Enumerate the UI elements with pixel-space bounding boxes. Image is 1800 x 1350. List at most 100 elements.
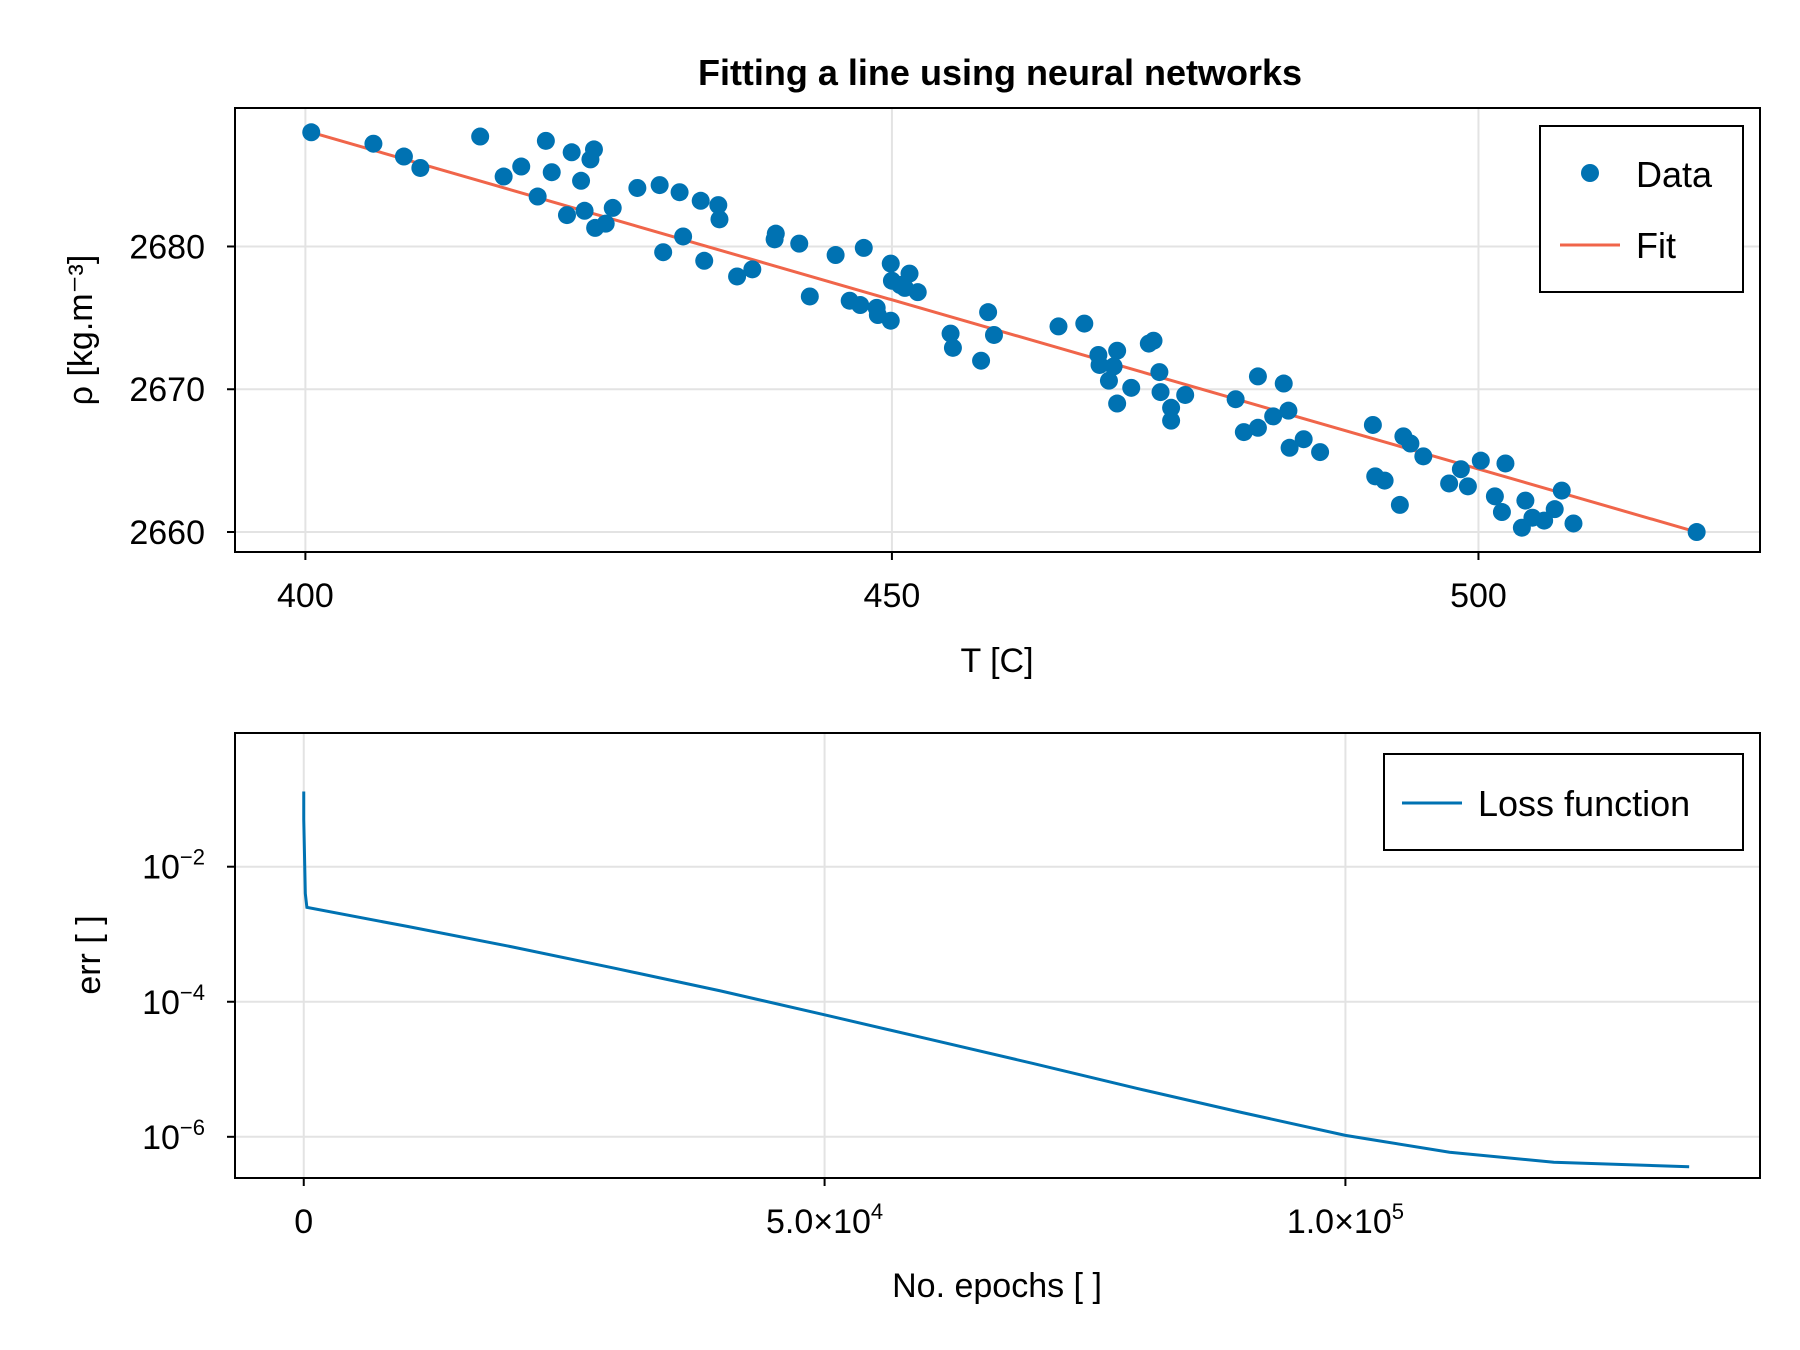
data-point: [881, 311, 900, 330]
data-point: [1440, 474, 1459, 493]
data-point: [972, 351, 991, 370]
bottom-y-tick-label: 10−4: [142, 980, 205, 1022]
data-point: [1122, 378, 1141, 397]
bottom-x-axis-label: No. epochs [ ]: [892, 1267, 1102, 1305]
legend-loss-label: Loss function: [1478, 783, 1690, 824]
bottom-x-ticks: 0 5.0×104 1.0×105: [294, 1178, 1404, 1241]
data-point: [826, 246, 845, 265]
bottom-plot-frame: [234, 732, 1761, 1179]
data-point: [528, 187, 547, 206]
data-point: [584, 140, 603, 159]
data-point: [728, 267, 747, 286]
data-point: [1264, 407, 1283, 426]
data-point: [1248, 367, 1267, 386]
top-x-ticks: 400 450 500: [277, 552, 1507, 615]
data-point: [650, 176, 669, 195]
data-point: [943, 338, 962, 357]
data-point: [1144, 331, 1163, 350]
top-y-tick-label: 2680: [129, 228, 205, 266]
data-point: [628, 178, 647, 197]
data-point: [1226, 390, 1245, 409]
data-point: [1248, 418, 1267, 437]
data-point: [603, 198, 622, 217]
data-point: [710, 210, 729, 229]
data-point: [1162, 398, 1181, 417]
data-series: [302, 123, 1706, 542]
bottom-x-tick-label: 0: [294, 1203, 313, 1241]
data-point: [1552, 481, 1571, 500]
bottom-y-tick-label: 10−6: [142, 1115, 205, 1157]
data-point: [979, 303, 998, 322]
fit-series: [310, 130, 1698, 534]
data-point: [695, 251, 714, 270]
top-x-tick-label: 500: [1450, 577, 1507, 615]
loss-function-line: [302, 791, 1690, 1169]
data-point: [1401, 434, 1420, 453]
data-point: [1451, 460, 1470, 479]
data-point: [1375, 471, 1394, 490]
data-point: [1075, 314, 1094, 333]
data-point: [394, 147, 413, 166]
top-x-tick-label: 400: [277, 577, 334, 615]
top-y-axis-label: ρ [kg.m⁻³]: [62, 255, 100, 406]
legend-data-label: Data: [1636, 154, 1713, 195]
bottom-x-tick-label: 1.0×105: [1287, 1199, 1404, 1241]
top-y-tick-label: 2670: [129, 371, 205, 409]
data-point: [1108, 394, 1127, 413]
chart-title: Fitting a line using neural networks: [698, 52, 1302, 93]
top-chart: Fitting a line using neural networks 400…: [62, 52, 1761, 680]
data-point: [1234, 423, 1253, 442]
data-point: [1492, 503, 1511, 522]
data-point: [1414, 447, 1433, 466]
data-point: [1049, 317, 1068, 336]
fit-line: [310, 130, 1698, 534]
data-point: [984, 325, 1003, 344]
data-point: [1390, 495, 1409, 514]
data-point: [575, 201, 594, 220]
data-point: [790, 234, 809, 253]
bottom-chart: 0 5.0×104 1.0×105 10−2 10−4 10−6 No. epochs …: [70, 732, 1761, 1305]
data-point: [900, 264, 919, 283]
data-point: [1099, 371, 1118, 390]
top-plot-frame: [234, 107, 1761, 553]
data-point: [494, 167, 513, 186]
data-point: [654, 243, 673, 262]
data-point: [557, 206, 576, 225]
data-point: [766, 224, 785, 243]
bottom-gridlines: [235, 733, 1760, 1178]
data-point: [709, 196, 728, 215]
data-point: [1687, 523, 1706, 542]
data-point: [854, 238, 873, 257]
bottom-legend: Loss function: [1383, 753, 1744, 851]
legend-data-marker: [1581, 164, 1599, 182]
top-legend: Data Fit: [1539, 125, 1744, 293]
data-point: [1564, 514, 1583, 533]
data-point: [512, 157, 531, 176]
data-point: [674, 227, 693, 246]
bottom-y-ticks: 10−2 10−4 10−6: [142, 845, 235, 1157]
data-point: [1104, 357, 1123, 376]
data-point: [800, 287, 819, 306]
data-point: [302, 123, 321, 142]
data-point: [1485, 487, 1504, 506]
data-point: [536, 131, 555, 150]
data-point: [1471, 451, 1490, 470]
data-point: [471, 127, 490, 146]
top-y-tick-label: 2660: [129, 514, 205, 552]
data-point: [542, 163, 561, 182]
data-point: [411, 158, 430, 177]
data-point: [1294, 430, 1313, 449]
data-point: [1090, 355, 1109, 374]
data-point: [1279, 401, 1298, 420]
bottom-y-tick-label: 10−2: [142, 845, 205, 887]
top-legend-box: [1539, 125, 1744, 293]
data-point: [1176, 385, 1195, 404]
top-y-ticks: 2660 2670 2680: [129, 228, 235, 552]
data-point: [1545, 500, 1564, 519]
data-point: [364, 134, 383, 153]
data-point: [596, 214, 615, 233]
data-point: [941, 324, 960, 343]
data-point: [1150, 363, 1169, 382]
data-point: [572, 171, 591, 190]
